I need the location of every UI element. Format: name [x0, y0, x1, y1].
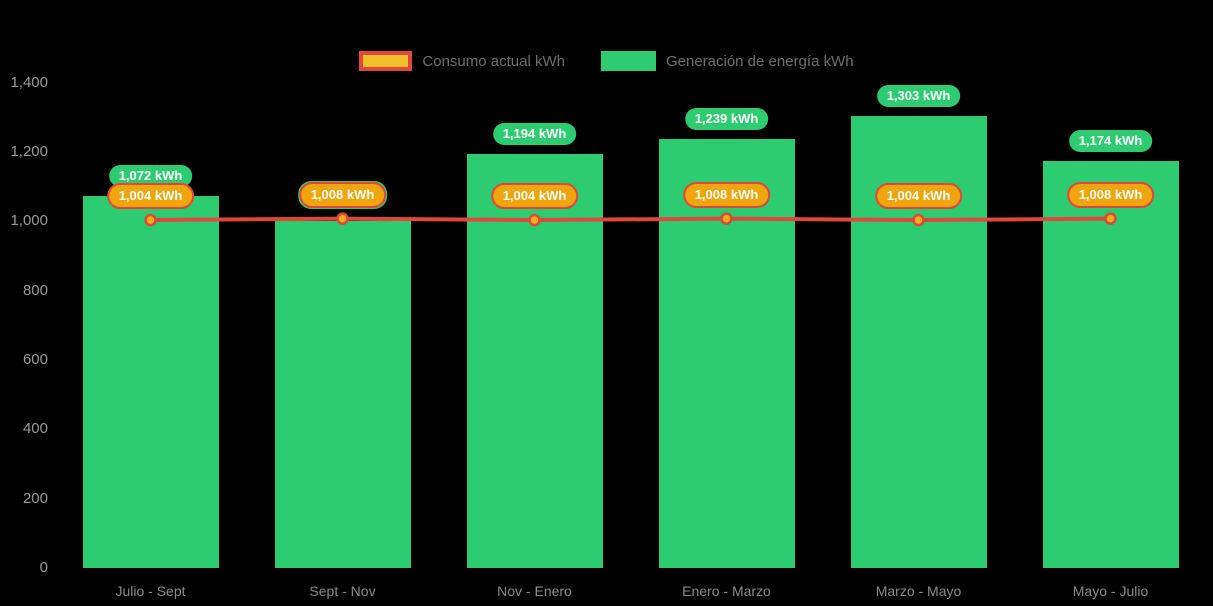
legend-label-consumption: Consumo actual kWh	[422, 52, 565, 70]
y-axis-tick-label: 200	[22, 489, 48, 507]
legend-item-generation[interactable]: Generación de energía kWh	[600, 51, 854, 71]
bar-generation-3[interactable]	[658, 138, 795, 568]
y-axis-tick-label: 1,200	[10, 143, 48, 161]
label-consumption-3: 1,008 kWh	[682, 181, 771, 208]
y-axis-tick-label: 1,400	[10, 73, 48, 91]
y-axis-tick-label: 800	[22, 281, 48, 299]
x-axis-label-1: Sept - Nov	[309, 583, 376, 599]
label-generation-5: 1,174 kWh	[1068, 130, 1153, 153]
consumption-point-2[interactable]	[528, 213, 541, 227]
x-axis-label-2: Nov - Enero	[497, 583, 572, 599]
bar-generation-1[interactable]	[274, 221, 411, 568]
label-consumption-0: 1,004 kWh	[106, 183, 195, 210]
label-consumption-5: 1,008 kWh	[1066, 181, 1155, 208]
y-axis-tick-label: 600	[22, 351, 48, 369]
label-generation-3: 1,239 kWh	[684, 107, 769, 130]
x-axis-label-3: Enero - Marzo	[682, 583, 771, 599]
bar-generation-0[interactable]	[82, 196, 219, 568]
label-consumption-4: 1,004 kWh	[874, 183, 963, 210]
consumption-line	[150, 216, 1111, 223]
x-axis-label-5: Mayo - Julio	[1072, 583, 1149, 599]
consumption-point-1[interactable]	[336, 212, 349, 225]
consumption-point-5[interactable]	[1104, 212, 1117, 225]
legend-label-generation: Generación de energía kWh	[665, 52, 854, 70]
y-axis-tick-label: 400	[22, 420, 48, 438]
y-axis-tick-label: 0	[39, 559, 48, 576]
legend-swatch-generation-icon	[600, 51, 656, 71]
y-axis-tick-label: 1,000	[10, 212, 48, 230]
x-axis-label-4: Marzo - Mayo	[875, 583, 962, 599]
label-consumption-2: 1,004 kWh	[490, 183, 579, 210]
x-axis-label-0: Julio - Sept	[115, 583, 186, 599]
label-generation-2: 1,194 kWh	[492, 123, 577, 146]
legend-item-consumption[interactable]: Consumo actual kWh	[359, 51, 565, 71]
consumption-point-0[interactable]	[144, 213, 157, 227]
label-consumption-1: 1,008 kWh	[298, 181, 387, 208]
label-generation-0: 1,072 kWh	[108, 165, 193, 188]
consumption-point-3[interactable]	[720, 212, 733, 225]
chart-legend: Consumo actual kWh Generación de energía …	[0, 51, 1213, 71]
legend-swatch-consumption-icon	[359, 51, 413, 71]
bar-generation-5[interactable]	[1042, 161, 1179, 568]
consumption-point-4[interactable]	[912, 213, 925, 227]
label-generation-4: 1,303 kWh	[876, 85, 961, 108]
